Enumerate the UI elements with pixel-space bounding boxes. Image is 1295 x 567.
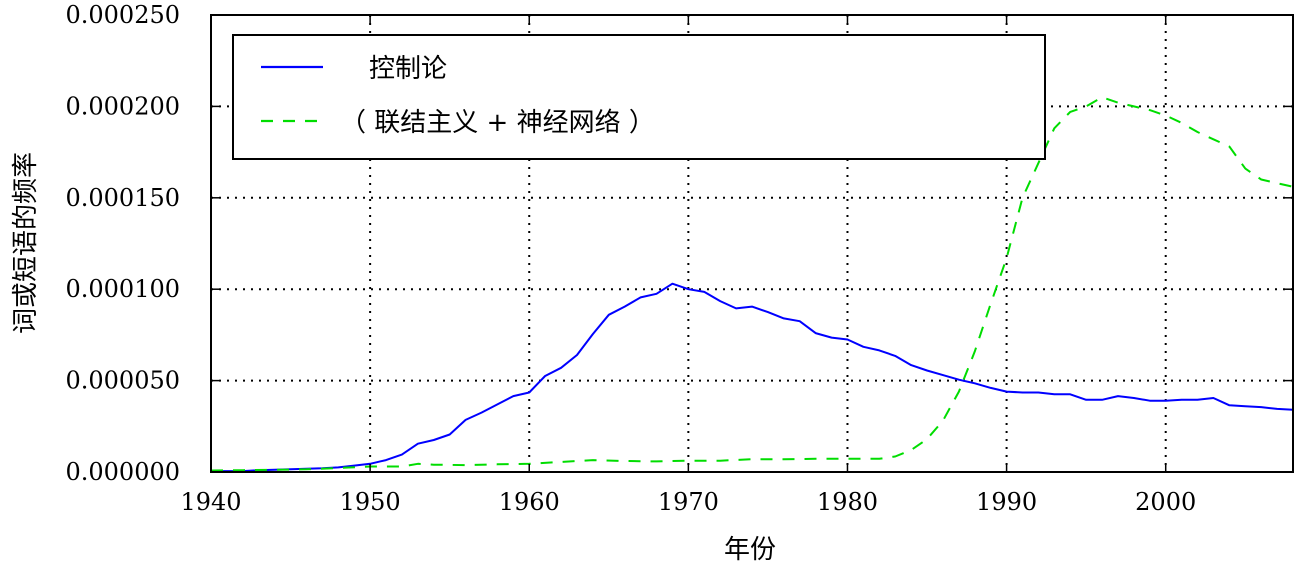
legend-box xyxy=(232,34,1046,160)
series-lines xyxy=(210,96,1294,473)
y-tick-label: 0.000150 xyxy=(65,184,180,212)
legend-label-0: 控制论 xyxy=(369,54,447,84)
axis-ticks: 1940 1950 1960 1970 1980 1990 2000 0.000000 0.00… xyxy=(65,1,1293,516)
x-tick-label: 2000 xyxy=(1135,488,1196,516)
series-line-0 xyxy=(211,282,1294,473)
plot-frame xyxy=(210,14,1294,473)
y-tick-label: 0.000250 xyxy=(65,1,180,29)
x-tick-label: 1960 xyxy=(499,488,560,516)
legend-label-1: （ 联结主义 + 神经网络 ） xyxy=(340,108,655,138)
y-tick-label: 0.000050 xyxy=(65,367,180,395)
x-tick-label: 1980 xyxy=(817,488,878,516)
x-tick-label: 1950 xyxy=(340,488,401,516)
y-axis-label: 词或短语的频率 xyxy=(11,152,41,334)
y-tick-label: 0.000100 xyxy=(65,275,180,303)
x-tick-label: 1990 xyxy=(976,488,1037,516)
legend: 控制论 （ 联结主义 + 神经网络 ） xyxy=(232,34,1046,160)
y-tick-label: 0.000200 xyxy=(65,92,180,120)
x-axis-label: 年份 xyxy=(724,535,776,565)
y-tick-label: 0.000000 xyxy=(65,458,180,486)
x-tick-label: 1970 xyxy=(658,488,719,516)
x-tick-label: 1940 xyxy=(180,488,241,516)
series-line-1 xyxy=(210,96,1294,472)
